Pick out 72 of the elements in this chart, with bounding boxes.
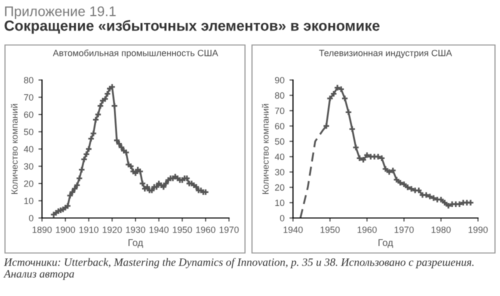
point — [441, 199, 448, 206]
y-tick-label: 10 — [24, 198, 34, 204]
x-axis-title: Год — [378, 239, 394, 248]
point — [389, 166, 397, 174]
point — [386, 168, 393, 176]
y-tick-label: 60 — [24, 111, 34, 118]
point — [426, 192, 434, 200]
point — [408, 185, 416, 192]
y-tick-label: 0 — [29, 214, 34, 222]
point — [392, 176, 400, 184]
y-tick-label: 70 — [24, 94, 34, 101]
chart-title: Автомобильная промышленность США — [52, 50, 218, 58]
y-tick-label: 80 — [24, 76, 34, 84]
y-axis-title: Количество компаний — [262, 104, 269, 194]
point — [411, 186, 419, 194]
point — [341, 94, 348, 102]
y-tick-label: 0 — [280, 214, 284, 222]
point — [434, 196, 441, 204]
y-tick-label: 30 — [24, 163, 34, 170]
x-tick-label: 1940 — [284, 226, 303, 233]
point — [452, 200, 460, 208]
x-tick-label: 1950 — [320, 226, 340, 233]
y-tick-label: 50 — [24, 128, 34, 136]
y-tick-label: 40 — [24, 146, 34, 152]
y-axis-title: Количество компаний — [10, 104, 18, 194]
x-tick-label: 1950 — [172, 226, 192, 233]
x-tick-label: 1940 — [150, 226, 169, 233]
y-tick-label: 80 — [275, 92, 284, 99]
y-tick-label: 50 — [274, 138, 284, 145]
point — [344, 108, 352, 116]
point — [396, 179, 404, 186]
text: Приложение 19.1 — [5, 6, 116, 19]
point — [422, 191, 430, 199]
x-tick-label: 1970 — [220, 226, 239, 233]
text: Сокращение «избыточных элементов» в экономике — [4, 20, 380, 34]
x-tick-label: 1970 — [394, 226, 414, 233]
x-tick-label: 1890 — [32, 226, 52, 233]
y-tick-label: 10 — [275, 200, 284, 206]
point — [460, 199, 467, 206]
x-axis-title: Год — [128, 239, 144, 248]
x-tick-label: 1920 — [102, 226, 122, 233]
chart-title: Телевизионная индустрия США — [319, 50, 452, 58]
point — [437, 196, 445, 204]
y-tick-label: 20 — [275, 184, 284, 191]
y-tick-label: 60 — [275, 122, 284, 130]
point — [430, 194, 438, 202]
y-tick-label: 30 — [274, 168, 284, 176]
point — [448, 200, 456, 208]
point — [444, 202, 452, 210]
point — [348, 125, 356, 133]
point — [415, 186, 422, 194]
point — [404, 184, 412, 191]
x-tick-label: 1960 — [196, 226, 216, 233]
point — [356, 154, 364, 162]
x-tick-label: 1980 — [432, 226, 451, 233]
point — [337, 86, 345, 93]
x-tick-label: 1990 — [468, 226, 488, 233]
y-tick-label: 20 — [24, 180, 34, 187]
point — [456, 200, 464, 208]
x-tick-label: 1900 — [56, 226, 76, 233]
x-tick-label: 1930 — [126, 226, 146, 233]
point — [400, 180, 408, 188]
point — [367, 153, 374, 160]
y-tick-label: 40 — [274, 154, 284, 160]
point — [352, 144, 360, 152]
point — [382, 165, 390, 173]
y-tick-label: 70 — [275, 108, 284, 114]
y-tick-label: 90 — [275, 76, 284, 84]
x-tick-label: 1910 — [79, 226, 98, 233]
x-tick-label: 1960 — [358, 226, 377, 233]
point — [378, 154, 386, 162]
text: Источники: Utterback, Mastering the Dynamics of Innovation, p. 35 и 38. Использовано с разрешения. Анализ автора — [3, 258, 474, 280]
